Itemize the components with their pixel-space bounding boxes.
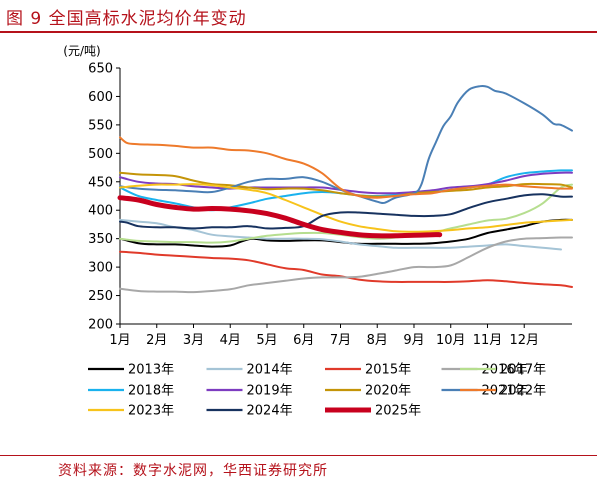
series-line-2023	[119, 183, 573, 233]
x-tick-label: 3月	[183, 333, 204, 348]
series-line-2025	[117, 195, 443, 239]
y-tick-label: 450	[88, 175, 113, 190]
legend-label: 2022年	[500, 384, 546, 399]
legend-label: 2015年	[365, 363, 411, 378]
series-line-2019	[119, 171, 573, 195]
x-tick-label: 12月	[509, 333, 539, 348]
legend-label: 2021年	[482, 384, 528, 399]
legend-label: 2014年	[247, 363, 293, 378]
y-tick-label: 250	[88, 289, 113, 304]
x-tick-label: 9月	[403, 333, 424, 348]
legend-label: 2025年	[375, 404, 421, 419]
legend-label: 2023年	[128, 404, 174, 419]
chart-title: 图 9 全国高标水泥均价年变动	[6, 9, 247, 29]
legend-label: 2019年	[247, 384, 293, 399]
y-tick-label: 600	[88, 90, 113, 105]
legend-label: 2016年	[482, 363, 528, 378]
y-tick-label: 650	[88, 62, 113, 77]
y-tick-label: 500	[88, 147, 113, 162]
series-lines	[117, 84, 573, 294]
x-tick-label: 4月	[220, 333, 241, 348]
series-line-2024	[119, 193, 573, 230]
y-tick-label: 550	[88, 118, 113, 133]
title-rule	[0, 31, 597, 33]
source-rule	[0, 455, 597, 456]
y-axis: 200 250 300 350 400 450 500 550 600 650	[88, 62, 121, 333]
series-line-2015	[119, 250, 573, 288]
x-tick-label: 10月	[436, 333, 466, 348]
legend-label: 2020年	[365, 384, 411, 399]
series-line-2016	[119, 236, 573, 294]
legend-label: 2013年	[128, 363, 174, 378]
series-line-2020	[119, 171, 573, 198]
x-tick-label: 6月	[293, 333, 314, 348]
y-tick-label: 200	[88, 318, 113, 333]
x-tick-label: 8月	[367, 333, 388, 348]
series-line-2022	[119, 136, 573, 199]
y-tick-label: 300	[88, 261, 113, 276]
legend-label: 2024年	[247, 404, 293, 419]
legend-label: 2017年	[500, 363, 546, 378]
x-tick-label: 7月	[330, 333, 351, 348]
source-note: 资料来源：数字水泥网，华西证券研究所	[58, 463, 328, 479]
x-axis: 1月 2月 3月 4月 5月 6月 7月 8月 9月 10月 11月 12月	[109, 323, 572, 348]
x-tick-label: 1月	[109, 333, 130, 348]
y-tick-label: 350	[88, 232, 113, 247]
x-tick-label: 11月	[473, 333, 503, 348]
legend-label: 2018年	[128, 384, 174, 399]
y-tick-label: 400	[88, 204, 113, 219]
x-tick-label: 2月	[146, 333, 167, 348]
x-tick-label: 5月	[256, 333, 277, 348]
series-line-2014	[119, 218, 562, 251]
y-unit-label: (元/吨)	[63, 44, 100, 58]
